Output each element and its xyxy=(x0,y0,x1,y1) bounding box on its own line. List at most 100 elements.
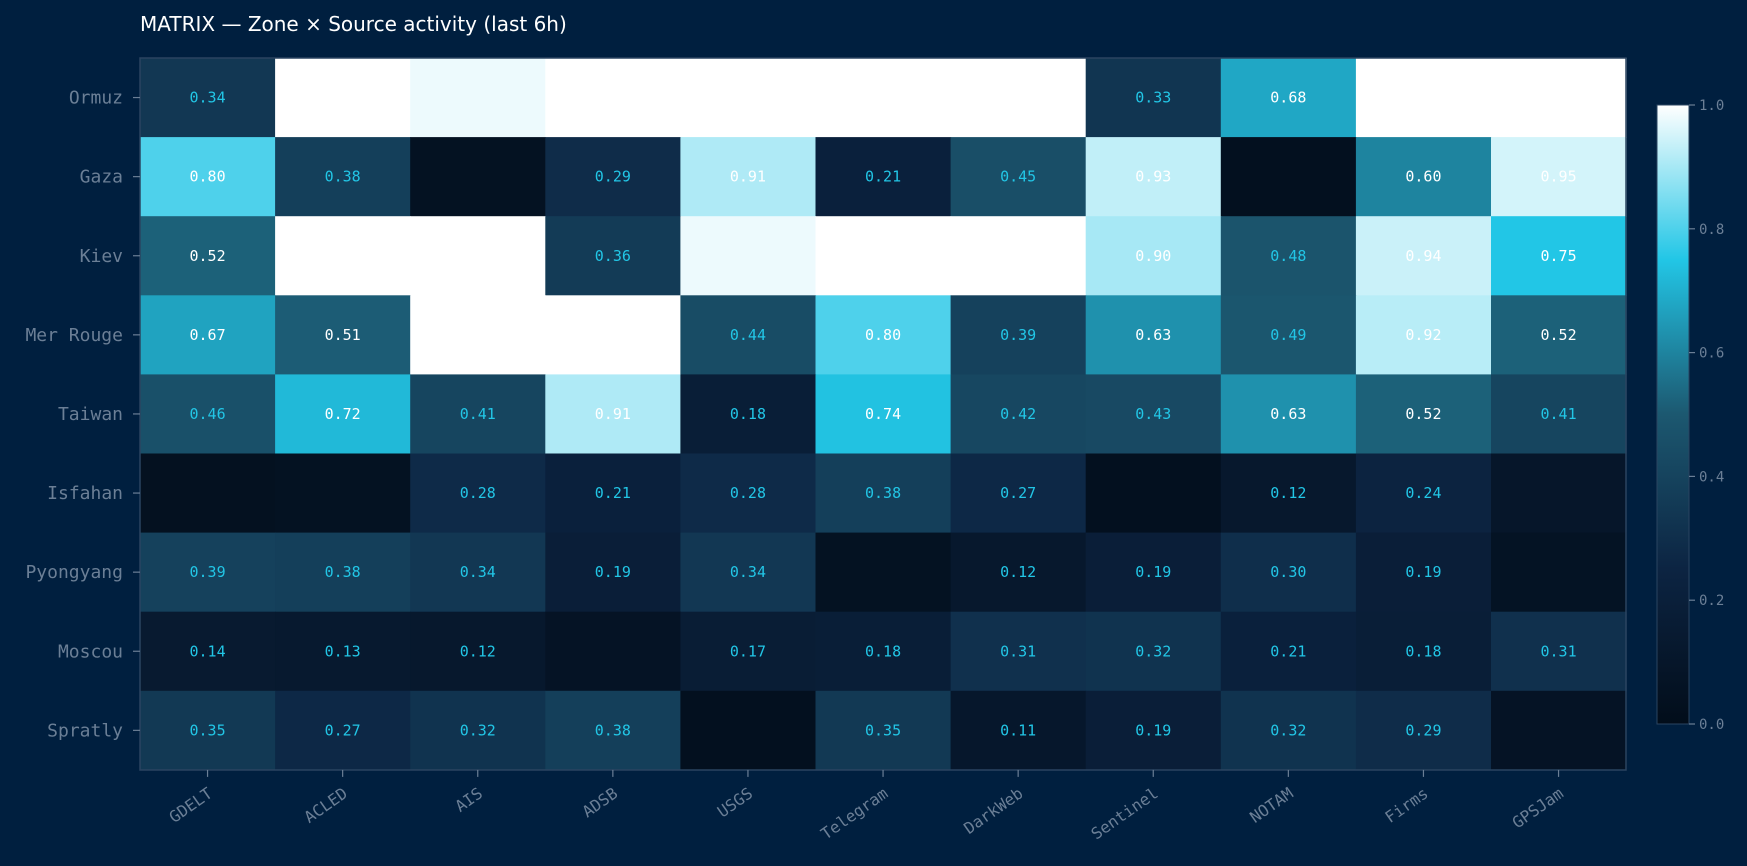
cell-value-label: 0.12 xyxy=(1270,484,1306,502)
heatmap-cell xyxy=(275,453,411,534)
cell-value-label: 0.94 xyxy=(1405,247,1441,265)
heatmap-cell xyxy=(1220,611,1357,692)
y-tick-label: Moscou xyxy=(58,641,123,662)
x-tick-label: NOTAM xyxy=(1246,784,1296,827)
heatmap-cell xyxy=(950,453,1087,534)
cell-value-label: 0.21 xyxy=(865,168,901,186)
cell-value-label: 0.17 xyxy=(730,642,766,660)
heatmap-cell xyxy=(545,137,681,217)
heatmap-cell xyxy=(1085,611,1222,692)
heatmap-cell xyxy=(140,137,276,217)
heatmap-cell xyxy=(1355,453,1492,534)
y-axis: Ormuz Gaza Kiev Mer Rouge Taiwan Isfahan Pyong… xyxy=(25,88,140,741)
heatmap-cell xyxy=(140,611,276,692)
heatmap-cell xyxy=(410,137,546,217)
cell-value-label: 0.21 xyxy=(1270,642,1306,660)
cell-value-label: 0.92 xyxy=(1405,326,1441,344)
heatmap-cell xyxy=(815,532,952,613)
x-tick-label: GDELT xyxy=(165,783,216,826)
cell-value-label: 0.41 xyxy=(1540,405,1576,423)
x-tick-label: AIS xyxy=(451,784,486,816)
cell-value-label: 0.19 xyxy=(1135,563,1171,581)
x-tick-label: GPSJam xyxy=(1509,784,1567,833)
cell-value-label: 0.27 xyxy=(1000,484,1036,502)
cell-value-label: 0.19 xyxy=(1135,721,1171,739)
cell-value-label: 0.11 xyxy=(1000,721,1036,739)
cell-value-label: 0.39 xyxy=(1000,326,1036,344)
cell-value-label: 0.72 xyxy=(325,405,361,423)
heatmap-cell xyxy=(680,532,817,613)
heatmap-cell xyxy=(545,453,681,534)
heatmap-cell xyxy=(275,216,411,296)
heatmap-cell xyxy=(1491,374,1627,455)
cell-value-label: 0.63 xyxy=(1135,326,1171,344)
cell-value-label: 0.93 xyxy=(1135,168,1171,186)
heatmap-cell xyxy=(680,58,817,138)
heatmap-cell xyxy=(1491,58,1627,138)
heatmap-cell xyxy=(1355,611,1492,692)
cell-value-label: 0.32 xyxy=(460,721,496,739)
cell-value-label: 0.46 xyxy=(189,405,225,423)
heatmap-cell xyxy=(1491,137,1627,217)
cell-value-label: 0.42 xyxy=(1000,405,1036,423)
cell-value-label: 0.39 xyxy=(189,563,225,581)
y-tick-label: Taiwan xyxy=(58,404,123,425)
x-tick-label: USGS xyxy=(714,784,756,822)
cell-value-label: 0.12 xyxy=(460,642,496,660)
x-tick-label: ACLED xyxy=(301,784,351,827)
x-tick-label: ADSB xyxy=(579,784,621,822)
heatmap-cell xyxy=(410,690,546,771)
cell-value-label: 0.52 xyxy=(189,247,225,265)
chart-title: MATRIX — Zone × Source activity (last 6h… xyxy=(140,12,567,36)
heatmap-cell xyxy=(1220,453,1357,534)
colorbar: 0.0 0.2 0.4 0.6 0.8 1.0 xyxy=(1656,98,1724,733)
y-tick-label: Ormuz xyxy=(69,88,123,109)
heatmap-cell xyxy=(680,453,817,534)
cell-value-label: 0.44 xyxy=(730,326,766,344)
cell-value-label: 0.60 xyxy=(1405,168,1441,186)
heatmap-cell xyxy=(680,216,817,296)
y-tick-label: Mer Rouge xyxy=(25,325,123,346)
cell-value-label: 0.95 xyxy=(1540,168,1576,186)
heatmap-cell xyxy=(1220,295,1357,375)
heatmap-cell xyxy=(950,532,1087,613)
heatmap-cell xyxy=(545,295,681,375)
y-tick-label: Pyongyang xyxy=(25,562,123,583)
y-tick-label: Gaza xyxy=(80,167,123,188)
heatmap-cell xyxy=(680,690,817,771)
cell-value-label: 0.43 xyxy=(1135,405,1171,423)
y-tick-label: Kiev xyxy=(80,246,123,267)
cell-value-label: 0.34 xyxy=(460,563,496,581)
cell-value-label: 0.31 xyxy=(1000,642,1036,660)
heatmap-cell xyxy=(950,690,1087,771)
cell-value-label: 0.67 xyxy=(189,326,225,344)
heatmap-cell xyxy=(815,216,952,296)
cell-value-label: 0.13 xyxy=(325,642,361,660)
heatmap-cell xyxy=(1220,216,1357,296)
cell-value-label: 0.31 xyxy=(1540,642,1576,660)
cell-value-label: 0.48 xyxy=(1270,247,1306,265)
heatmap-cell xyxy=(140,690,276,771)
cell-value-label: 0.36 xyxy=(595,247,631,265)
heatmap-cell xyxy=(1220,137,1357,217)
cell-value-label: 0.38 xyxy=(325,563,361,581)
heatmap-cell xyxy=(815,374,952,455)
heatmap-cell xyxy=(275,374,411,455)
cell-value-label: 0.21 xyxy=(595,484,631,502)
cell-value-label: 0.28 xyxy=(460,484,496,502)
cell-value-label: 0.90 xyxy=(1135,247,1171,265)
cell-value-label: 0.19 xyxy=(595,563,631,581)
x-tick-label: Telegram xyxy=(817,784,891,844)
heatmap-cell xyxy=(275,137,411,217)
cell-value-label: 0.52 xyxy=(1405,405,1441,423)
heatmap-cell xyxy=(275,532,411,613)
heatmap-cell xyxy=(140,58,276,138)
heatmap-cell xyxy=(140,453,276,534)
heatmap-cell xyxy=(1220,374,1357,455)
heatmap-cell xyxy=(545,216,681,296)
heatmap-cell xyxy=(950,137,1087,217)
cell-value-label: 0.35 xyxy=(865,721,901,739)
heatmap-cell xyxy=(275,58,411,138)
heatmap-cell xyxy=(1491,611,1627,692)
